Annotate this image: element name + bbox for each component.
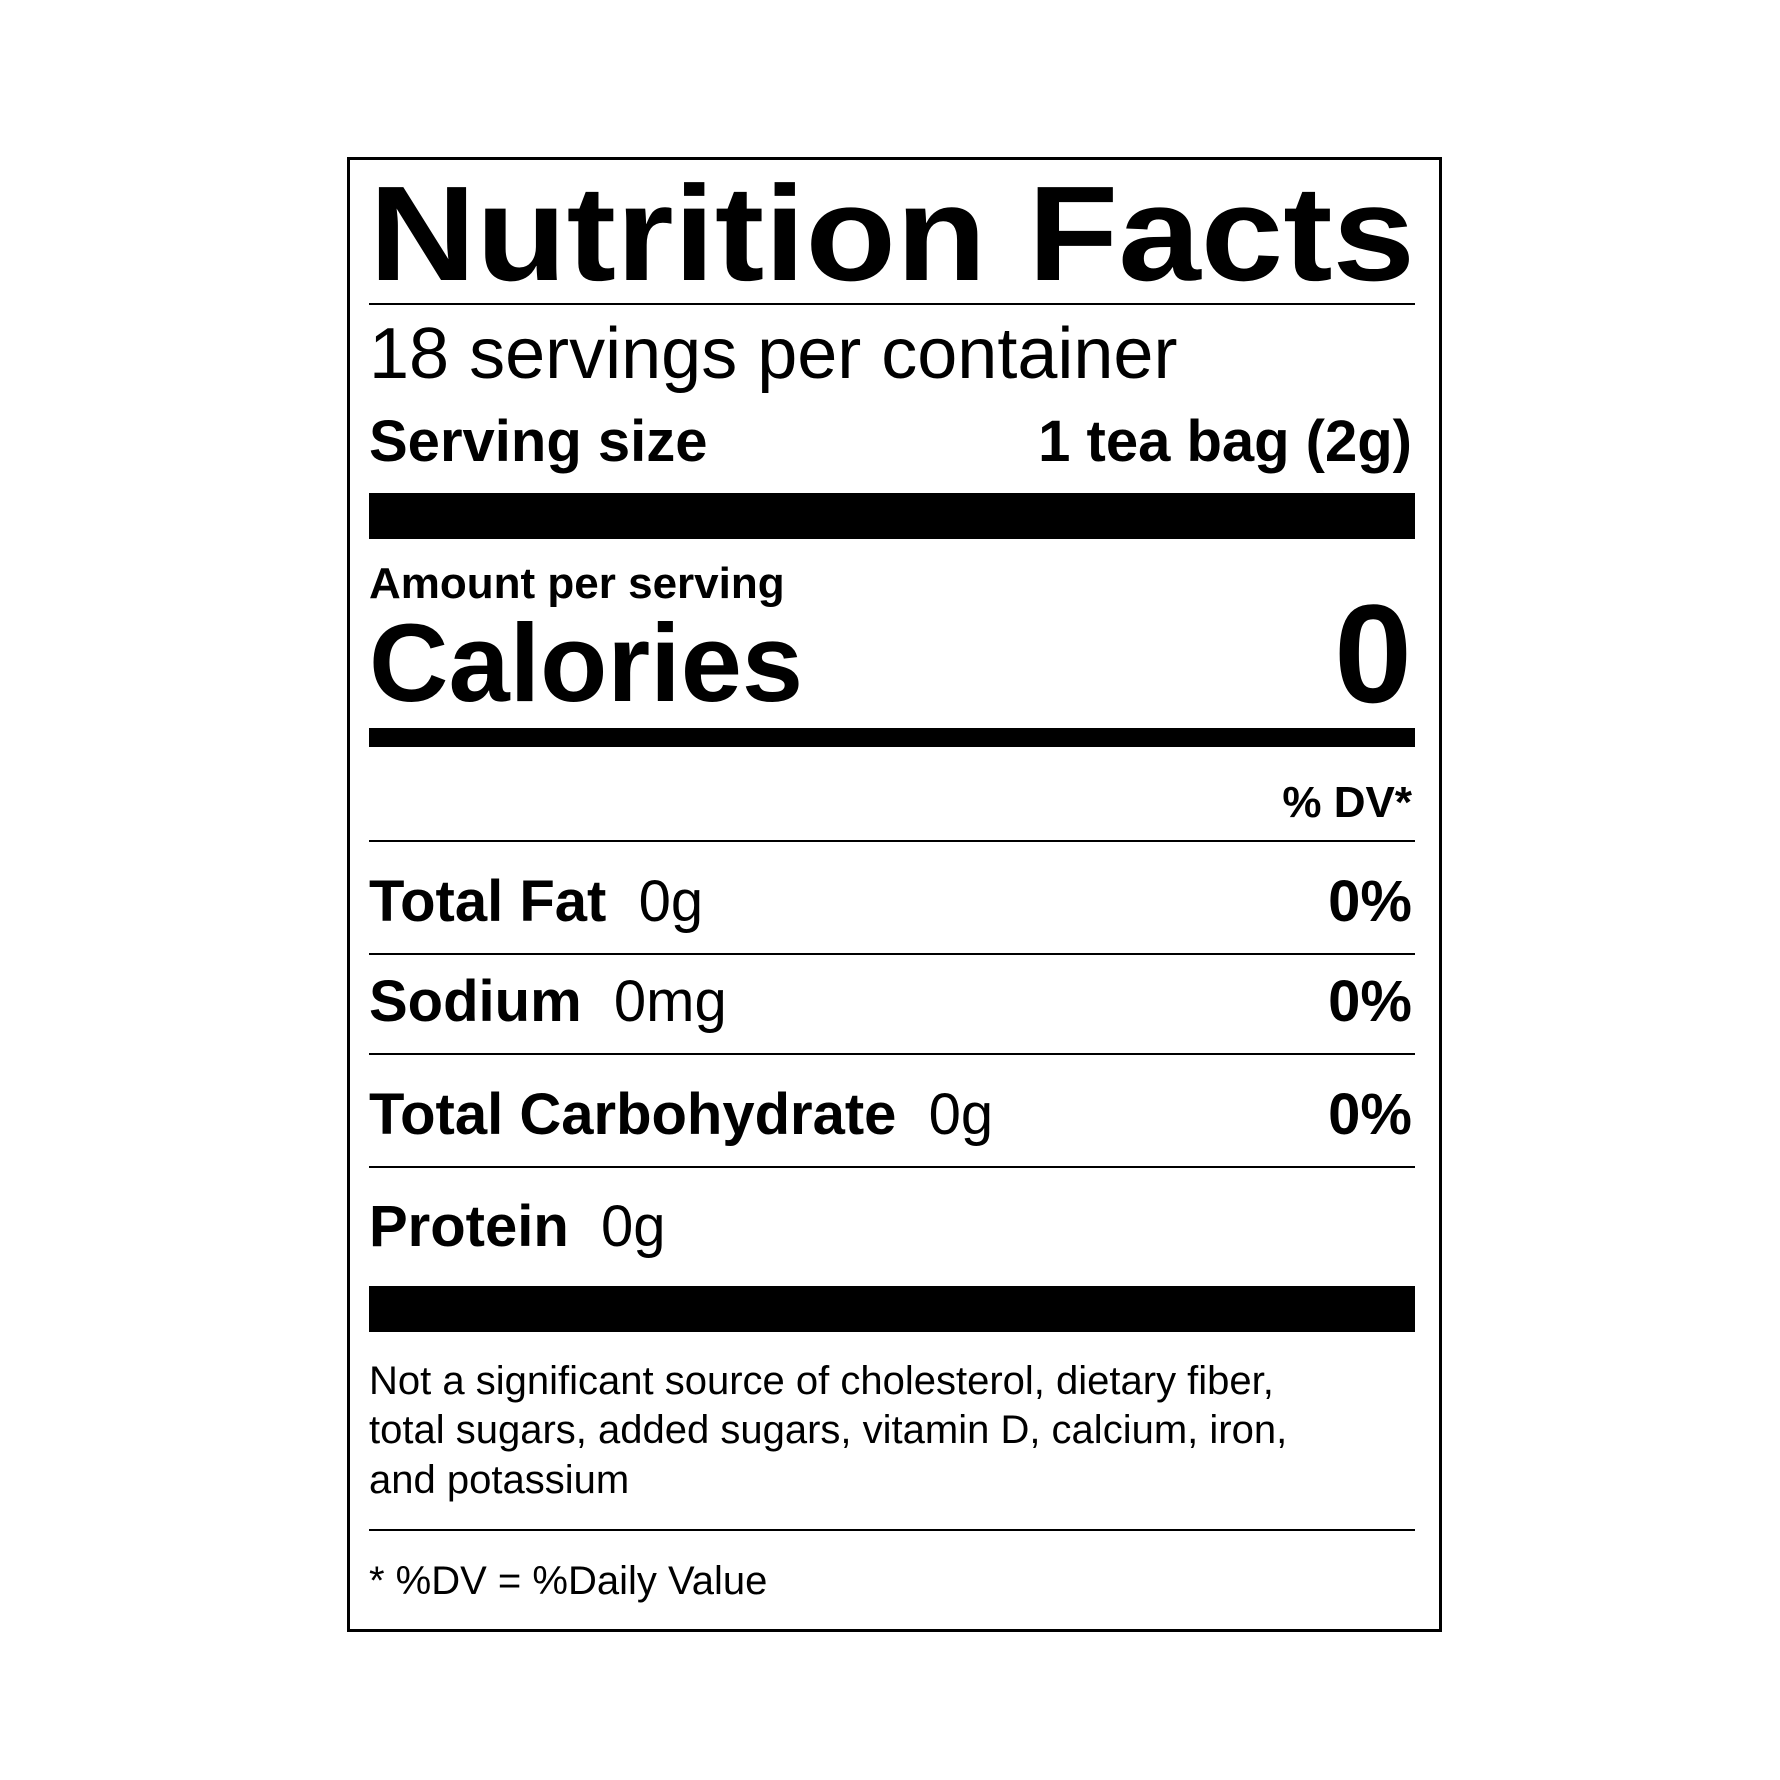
divider xyxy=(369,1053,1415,1055)
nutrient-row-protein: Protein 0g xyxy=(369,1198,666,1256)
divider xyxy=(369,1529,1415,1531)
nutrient-name: Total Carbohydrate xyxy=(369,1082,897,1147)
footnote-line: and potassium xyxy=(369,1458,630,1502)
divider xyxy=(369,1166,1415,1168)
nutrient-dv: 0% xyxy=(1328,869,1412,934)
serving-size-label: Serving size xyxy=(369,409,708,474)
servings-per-container: 18 servings per container xyxy=(369,314,1178,394)
thick-divider xyxy=(369,1286,1415,1332)
divider xyxy=(369,303,1415,305)
dv-header: % DV* xyxy=(1282,778,1412,827)
serving-size-value: 1 tea bag (2g) xyxy=(1038,409,1412,474)
calories-value: 0 xyxy=(1334,575,1412,732)
dv-definition: * %DV = %Daily Value xyxy=(369,1559,768,1603)
nutrient-amount: 0g xyxy=(928,1082,994,1147)
nutrition-label xyxy=(347,157,1442,1632)
calories-label: Calories xyxy=(369,602,804,725)
nutrient-row-sodium: Sodium 0mg xyxy=(369,973,727,1031)
footnote-line: Not a significant source of cholesterol,… xyxy=(369,1359,1274,1403)
thick-divider xyxy=(369,493,1415,539)
medium-divider xyxy=(369,728,1415,747)
nutrient-dv: 0% xyxy=(1328,969,1412,1034)
nutrient-name: Sodium xyxy=(369,969,582,1034)
nutrient-amount: 0g xyxy=(638,869,704,934)
title-wrap: Nutrition Facts xyxy=(369,166,1415,301)
nutrient-row-total-fat: Total Fat 0g xyxy=(369,873,703,931)
footnote-line: total sugars, added sugars, vitamin D, c… xyxy=(369,1408,1288,1452)
divider xyxy=(369,840,1415,842)
title: Nutrition Facts xyxy=(369,158,1415,309)
nutrient-dv: 0% xyxy=(1328,1082,1412,1147)
nutrient-amount: 0g xyxy=(601,1194,666,1259)
nutrient-name: Protein xyxy=(369,1194,569,1259)
amount-per-serving: Amount per serving xyxy=(369,559,785,608)
divider xyxy=(369,953,1415,955)
nutrient-row-total-carbohydrate: Total Carbohydrate 0g xyxy=(369,1086,993,1144)
nutrient-name: Total Fat xyxy=(369,869,607,934)
nutrient-amount: 0mg xyxy=(613,969,727,1034)
